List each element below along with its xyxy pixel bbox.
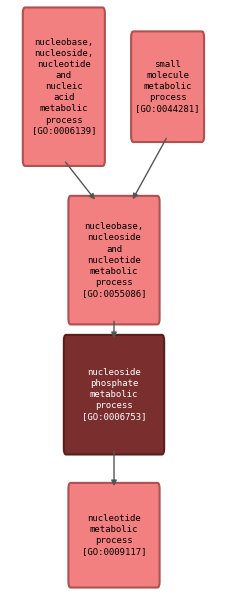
- FancyBboxPatch shape: [68, 196, 159, 325]
- Text: nucleoside
phosphate
metabolic
process
[GO:0006753]: nucleoside phosphate metabolic process […: [81, 368, 146, 422]
- Text: nucleobase,
nucleoside
and
nucleotide
metabolic
process
[GO:0055086]: nucleobase, nucleoside and nucleotide me…: [81, 222, 146, 298]
- FancyBboxPatch shape: [68, 483, 159, 587]
- FancyBboxPatch shape: [23, 8, 104, 166]
- Text: small
molecule
metabolic
process
[GO:0044281]: small molecule metabolic process [GO:004…: [135, 60, 199, 114]
- Text: nucleobase,
nucleoside,
nucleotide
and
nucleic
acid
metabolic
process
[GO:000613: nucleobase, nucleoside, nucleotide and n…: [32, 38, 96, 136]
- FancyBboxPatch shape: [64, 335, 163, 454]
- Text: nucleotide
metabolic
process
[GO:0009117]: nucleotide metabolic process [GO:0009117…: [81, 514, 146, 556]
- FancyBboxPatch shape: [131, 31, 203, 142]
